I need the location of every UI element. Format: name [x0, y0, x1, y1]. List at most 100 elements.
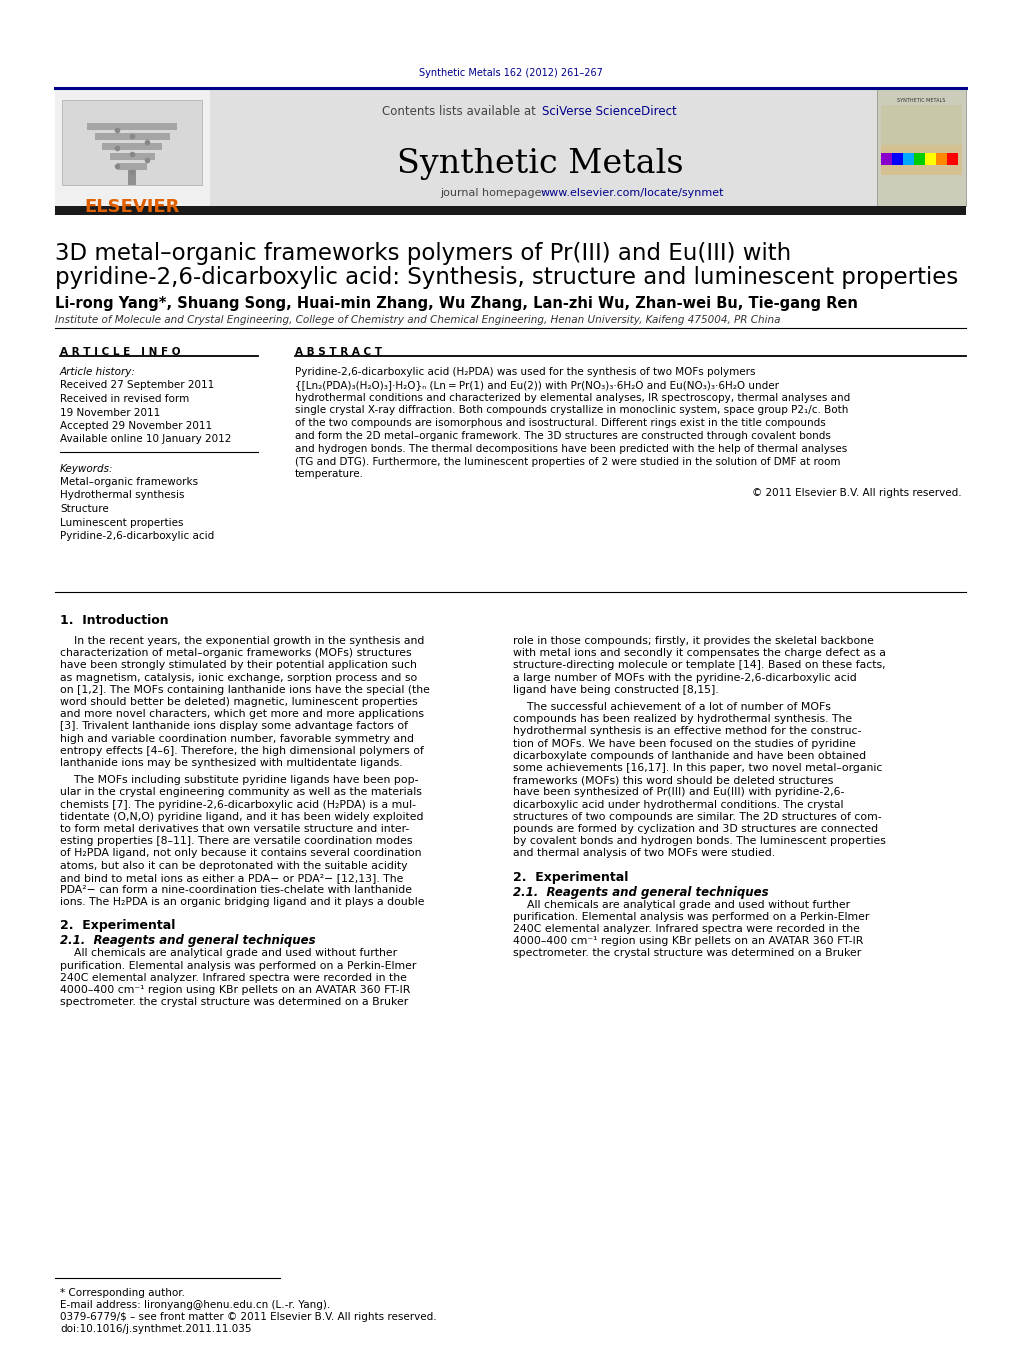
Text: on [1,2]. The MOFs containing lanthanide ions have the special (the: on [1,2]. The MOFs containing lanthanide… [60, 685, 430, 694]
Text: 240C elemental analyzer. Infrared spectra were recorded in the: 240C elemental analyzer. Infrared spectr… [60, 973, 407, 982]
Text: Institute of Molecule and Crystal Engineering, College of Chemistry and Chemical: Institute of Molecule and Crystal Engine… [55, 315, 780, 326]
Text: The successful achievement of a lot of number of MOFs: The successful achievement of a lot of n… [513, 703, 831, 712]
Text: 2.  Experimental: 2. Experimental [60, 920, 176, 932]
Text: Contents lists available at: Contents lists available at [383, 105, 540, 118]
Text: hydrothermal conditions and characterized by elemental analyses, IR spectroscopy: hydrothermal conditions and characterize… [295, 393, 850, 403]
Text: 19 November 2011: 19 November 2011 [60, 408, 160, 417]
Text: and more novel characters, which get more and more applications: and more novel characters, which get mor… [60, 709, 424, 719]
Text: by covalent bonds and hydrogen bonds. The luminescent properties: by covalent bonds and hydrogen bonds. Th… [513, 836, 886, 846]
Text: high and variable coordination number, favorable symmetry and: high and variable coordination number, f… [60, 734, 414, 743]
Text: and thermal analysis of two MOFs were studied.: and thermal analysis of two MOFs were st… [513, 848, 775, 858]
Text: Synthetic Metals: Synthetic Metals [397, 149, 683, 180]
Bar [55, 205, 966, 215]
Bar [109, 153, 154, 159]
Text: atoms, but also it can be deprotonated with the suitable acidity: atoms, but also it can be deprotonated w… [60, 861, 407, 870]
Bar [117, 163, 147, 170]
Text: characterization of metal–organic frameworks (MOFs) structures: characterization of metal–organic framew… [60, 648, 411, 658]
Text: chemists [7]. The pyridine-2,6-dicarboxylic acid (H₂PDA) is a mul-: chemists [7]. The pyridine-2,6-dicarboxy… [60, 800, 416, 809]
Text: Received in revised form: Received in revised form [60, 394, 189, 404]
Text: All chemicals are analytical grade and used without further: All chemicals are analytical grade and u… [60, 948, 397, 958]
Text: [3]. Trivalent lanthanide ions display some advantage factors of: [3]. Trivalent lanthanide ions display s… [60, 721, 408, 731]
Text: dicarboxylate compounds of lanthanide and have been obtained: dicarboxylate compounds of lanthanide an… [513, 751, 866, 761]
Text: of the two compounds are isomorphous and isostructural. Different rings exist in: of the two compounds are isomorphous and… [295, 419, 826, 428]
Bar [95, 132, 169, 141]
Text: word should better be deleted) magnetic, luminescent properties: word should better be deleted) magnetic,… [60, 697, 418, 707]
Text: www.elsevier.com/locate/synmet: www.elsevier.com/locate/synmet [541, 188, 725, 199]
Text: tidentate (O,N,O) pyridine ligand, and it has been widely exploited: tidentate (O,N,O) pyridine ligand, and i… [60, 812, 424, 821]
Bar [102, 143, 162, 150]
Text: purification. Elemental analysis was performed on a Perkin-Elmer: purification. Elemental analysis was per… [60, 961, 417, 970]
Text: Metal–organic frameworks: Metal–organic frameworks [60, 477, 198, 486]
Bar [62, 100, 202, 185]
Text: 0379-6779/$ – see front matter © 2011 Elsevier B.V. All rights reserved.: 0379-6779/$ – see front matter © 2011 El… [60, 1312, 437, 1323]
Text: E-mail address: lironyang@henu.edu.cn (L.-r. Yang).: E-mail address: lironyang@henu.edu.cn (L… [60, 1300, 330, 1310]
Bar [55, 89, 210, 205]
Text: have been synthesized of Pr(III) and Eu(III) with pyridine-2,6-: have been synthesized of Pr(III) and Eu(… [513, 788, 844, 797]
Text: spectrometer. the crystal structure was determined on a Bruker: spectrometer. the crystal structure was … [513, 948, 862, 958]
Text: 3D metal–organic frameworks polymers of Pr(III) and Eu(III) with: 3D metal–organic frameworks polymers of … [55, 242, 791, 265]
Text: ligand have being constructed [8,15].: ligand have being constructed [8,15]. [513, 685, 719, 694]
Text: and form the 2D metal–organic framework. The 3D structures are constructed throu: and form the 2D metal–organic framework.… [295, 431, 831, 440]
Bar [936, 153, 947, 165]
Bar [947, 153, 958, 165]
Text: lanthanide ions may be synthesized with multidentate ligands.: lanthanide ions may be synthesized with … [60, 758, 402, 767]
Text: PDA²− can form a nine-coordination ties-chelate with lanthanide: PDA²− can form a nine-coordination ties-… [60, 885, 412, 894]
Text: to form metal derivatives that own versatile structure and inter-: to form metal derivatives that own versa… [60, 824, 409, 834]
Text: 4000–400 cm⁻¹ region using KBr pellets on an AVATAR 360 FT-IR: 4000–400 cm⁻¹ region using KBr pellets o… [513, 936, 864, 946]
Bar [881, 153, 892, 165]
Text: as magnetism, catalysis, ionic exchange, sorption process and so: as magnetism, catalysis, ionic exchange,… [60, 673, 418, 682]
Text: 2.1.  Reagents and general techniques: 2.1. Reagents and general techniques [513, 886, 769, 898]
Text: Li-rong Yang*, Shuang Song, Huai-min Zhang, Wu Zhang, Lan-zhi Wu, Zhan-wei Bu, T: Li-rong Yang*, Shuang Song, Huai-min Zha… [55, 296, 858, 311]
Text: pyridine-2,6-dicarboxylic acid: Synthesis, structure and luminescent properties: pyridine-2,6-dicarboxylic acid: Synthesi… [55, 266, 959, 289]
Bar [914, 153, 925, 165]
Text: esting properties [8–11]. There are versatile coordination modes: esting properties [8–11]. There are vers… [60, 836, 412, 846]
Text: a large number of MOFs with the pyridine-2,6-dicarboxylic acid: a large number of MOFs with the pyridine… [513, 673, 857, 682]
Bar [877, 89, 966, 205]
Text: some achievements [16,17]. In this paper, two novel metal–organic: some achievements [16,17]. In this paper… [513, 763, 882, 773]
Text: Pyridine-2,6-dicarboxylic acid: Pyridine-2,6-dicarboxylic acid [60, 531, 214, 540]
Bar [881, 105, 962, 159]
Text: dicarboxylic acid under hydrothermal conditions. The crystal: dicarboxylic acid under hydrothermal con… [513, 800, 843, 809]
Bar [128, 170, 136, 185]
Text: tion of MOFs. We have been focused on the studies of pyridine: tion of MOFs. We have been focused on th… [513, 739, 856, 748]
Text: and bind to metal ions as either a PDA− or PDA²− [12,13]. The: and bind to metal ions as either a PDA− … [60, 873, 403, 882]
Bar [903, 153, 914, 165]
Text: Hydrothermal synthesis: Hydrothermal synthesis [60, 490, 185, 500]
Text: A B S T R A C T: A B S T R A C T [295, 347, 382, 357]
Text: structure-directing molecule or template [14]. Based on these facts,: structure-directing molecule or template… [513, 661, 885, 670]
Text: The MOFs including substitute pyridine ligands have been pop-: The MOFs including substitute pyridine l… [60, 775, 419, 785]
Bar [881, 145, 962, 176]
Text: {[Ln₂(PDA)₃(H₂O)₃]·H₂O}ₙ (Ln = Pr(1) and Eu(2)) with Pr(NO₃)₃·6H₂O and Eu(NO₃)₃·: {[Ln₂(PDA)₃(H₂O)₃]·H₂O}ₙ (Ln = Pr(1) and… [295, 380, 779, 390]
Text: In the recent years, the exponential growth in the synthesis and: In the recent years, the exponential gro… [60, 636, 425, 646]
Text: and hydrogen bonds. The thermal decompositions have been predicted with the help: and hydrogen bonds. The thermal decompos… [295, 443, 847, 454]
Bar [87, 123, 177, 130]
Text: with metal ions and secondly it compensates the charge defect as a: with metal ions and secondly it compensa… [513, 648, 886, 658]
Text: have been strongly stimulated by their potential application such: have been strongly stimulated by their p… [60, 661, 417, 670]
Text: 4000–400 cm⁻¹ region using KBr pellets on an AVATAR 360 FT-IR: 4000–400 cm⁻¹ region using KBr pellets o… [60, 985, 410, 994]
Text: hydrothermal synthesis is an effective method for the construc-: hydrothermal synthesis is an effective m… [513, 727, 862, 736]
Text: compounds has been realized by hydrothermal synthesis. The: compounds has been realized by hydrother… [513, 715, 853, 724]
Text: Accepted 29 November 2011: Accepted 29 November 2011 [60, 422, 212, 431]
Text: SYNTHETIC METALS: SYNTHETIC METALS [896, 99, 945, 103]
Text: Synthetic Metals 162 (2012) 261–267: Synthetic Metals 162 (2012) 261–267 [419, 68, 603, 78]
Text: doi:10.1016/j.synthmet.2011.11.035: doi:10.1016/j.synthmet.2011.11.035 [60, 1324, 251, 1333]
Text: * Corresponding author.: * Corresponding author. [60, 1288, 185, 1298]
Text: frameworks (MOFs) this word should be deleted structures: frameworks (MOFs) this word should be de… [513, 775, 833, 785]
Text: A R T I C L E   I N F O: A R T I C L E I N F O [60, 347, 181, 357]
Text: ELSEVIER: ELSEVIER [85, 199, 180, 216]
Text: Keywords:: Keywords: [60, 463, 113, 473]
Text: role in those compounds; firstly, it provides the skeletal backbone: role in those compounds; firstly, it pro… [513, 636, 874, 646]
Text: (TG and DTG). Furthermore, the luminescent properties of 2 were studied in the s: (TG and DTG). Furthermore, the luminesce… [295, 457, 840, 466]
Text: ular in the crystal engineering community as well as the materials: ular in the crystal engineering communit… [60, 788, 422, 797]
Text: 2.  Experimental: 2. Experimental [513, 870, 628, 884]
Text: © 2011 Elsevier B.V. All rights reserved.: © 2011 Elsevier B.V. All rights reserved… [752, 488, 962, 499]
Bar [925, 153, 936, 165]
Text: 1.  Introduction: 1. Introduction [60, 613, 168, 627]
Text: Article history:: Article history: [60, 367, 136, 377]
Text: ions. The H₂PDA is an organic bridging ligand and it plays a double: ions. The H₂PDA is an organic bridging l… [60, 897, 425, 908]
Text: single crystal X-ray diffraction. Both compounds crystallize in monoclinic syste: single crystal X-ray diffraction. Both c… [295, 405, 848, 415]
Text: Available online 10 January 2012: Available online 10 January 2012 [60, 435, 232, 444]
Text: pounds are formed by cyclization and 3D structures are connected: pounds are formed by cyclization and 3D … [513, 824, 878, 834]
Text: SciVerse ScienceDirect: SciVerse ScienceDirect [542, 105, 677, 118]
Text: Structure: Structure [60, 504, 109, 513]
